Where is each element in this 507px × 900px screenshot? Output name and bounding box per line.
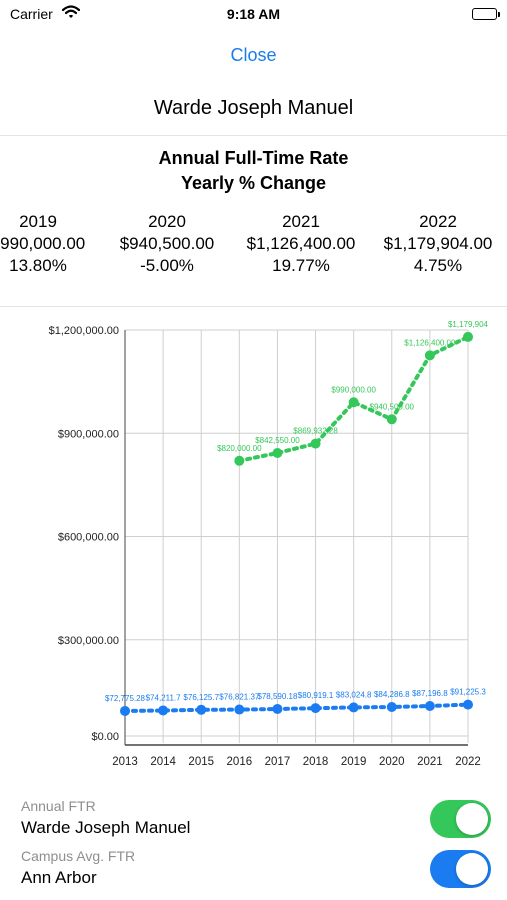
x-tick-label: 2018 — [303, 756, 329, 768]
data-label: $76,125.7 — [183, 693, 219, 702]
close-button[interactable]: Close — [0, 45, 507, 66]
data-point — [424, 700, 435, 711]
toggle-row-campus-avg-ftr: Campus Avg. FTR Ann Arbor — [21, 848, 491, 892]
summary-divider — [0, 306, 507, 307]
x-tick-label: 2014 — [150, 756, 176, 768]
annual-ftr-switch[interactable] — [430, 800, 491, 838]
status-time: 9:18 AM — [226, 6, 281, 22]
year-change: 13.80% — [9, 256, 67, 275]
data-point — [310, 438, 321, 449]
year-rate: $990,000.00 — [0, 234, 86, 253]
year-label: 2021 — [282, 212, 320, 231]
year-change: -5.00% — [140, 256, 194, 275]
year-summary-2019: 2019 $990,000.00 13.80% — [0, 211, 108, 277]
switch-knob — [456, 803, 488, 835]
data-label: $990,000.00 — [331, 385, 376, 394]
header-divider — [0, 135, 507, 136]
x-tick-label: 2021 — [417, 756, 443, 768]
x-tick-label: 2015 — [188, 756, 214, 768]
series-line-campus-avg — [123, 702, 470, 713]
y-tick-label: $300,000.00 — [58, 635, 119, 647]
data-point — [424, 350, 435, 361]
y-tick-label: $0.00 — [91, 731, 119, 743]
data-point — [463, 331, 473, 342]
x-tick-label: 2020 — [379, 756, 405, 768]
data-label: $78,590.18 — [257, 692, 298, 701]
data-point — [386, 701, 397, 712]
summary-subtitle: Yearly % Change — [180, 173, 327, 193]
year-change: 19.77% — [272, 256, 330, 275]
toggle-annual-ftr-label: Annual FTR — [21, 798, 96, 814]
year-summary-2021: 2021 $1,126,400.00 19.77% — [231, 211, 371, 277]
year-label: 2022 — [419, 212, 457, 231]
toggle-annual-ftr-value: Warde Joseph Manuel — [21, 818, 191, 837]
data-label: $869,932.28 — [293, 427, 338, 436]
data-label: $940,500.00 — [370, 402, 415, 411]
data-label: $74,211.7 — [146, 693, 182, 702]
status-bar: Carrier 9:18 AM — [0, 0, 507, 28]
data-label: $91,225.3 — [450, 688, 486, 697]
wifi-icon — [61, 5, 81, 24]
year-label: 2019 — [19, 212, 57, 231]
data-point — [234, 455, 245, 466]
data-point — [196, 704, 207, 715]
data-point — [348, 702, 359, 713]
x-tick-label: 2022 — [455, 756, 481, 768]
year-rate: $1,126,400.00 — [246, 234, 356, 253]
data-label: $84,286.8 — [374, 690, 410, 699]
data-point — [158, 705, 169, 716]
data-point — [234, 704, 245, 715]
x-tick-label: 2013 — [112, 756, 138, 768]
summary-title: Annual Full-Time Rate — [158, 148, 349, 168]
year-rate: $940,500.00 — [119, 234, 215, 253]
data-point — [310, 703, 321, 714]
data-point — [348, 397, 359, 408]
y-tick-label: $900,000.00 — [58, 428, 119, 440]
year-change: 4.75% — [413, 256, 463, 275]
campus-avg-ftr-switch[interactable] — [430, 850, 491, 888]
x-tick-label: 2019 — [341, 756, 367, 768]
data-point — [386, 414, 397, 425]
data-label: $820,000.00 — [217, 444, 262, 453]
toggle-campus-avg-label: Campus Avg. FTR — [21, 848, 136, 864]
data-label: $842,550.00 — [255, 436, 300, 445]
x-tick-label: 2017 — [265, 756, 291, 768]
x-tick-label: 2016 — [227, 756, 253, 768]
data-label: $1,126,400.00 — [404, 338, 456, 347]
data-point — [463, 699, 473, 710]
data-label: $1,179,904 — [448, 320, 489, 329]
switch-knob — [456, 853, 488, 885]
data-label: $76,821.37 — [219, 693, 260, 702]
year-rate: $1,179,904.00 — [383, 234, 493, 253]
employee-name-title: Warde Joseph Manuel — [153, 97, 354, 119]
toggle-row-annual-ftr: Annual FTR Warde Joseph Manuel — [21, 798, 491, 842]
year-summary-2022: 2022 $1,179,904.00 4.75% — [368, 211, 507, 277]
year-summary-2020: 2020 $940,500.00 -5.00% — [97, 211, 237, 277]
y-tick-label: $1,200,000.00 — [49, 325, 119, 337]
toggle-campus-avg-value: Ann Arbor — [21, 868, 97, 887]
data-label: $72,775.28 — [105, 694, 146, 703]
y-tick-label: $600,000.00 — [58, 532, 119, 544]
year-label: 2020 — [148, 212, 186, 231]
data-label: $83,024.8 — [336, 690, 372, 699]
battery-icon — [472, 8, 500, 20]
data-point — [272, 448, 283, 459]
data-point — [120, 705, 130, 716]
carrier-label: Carrier — [10, 6, 53, 22]
data-label: $87,196.8 — [412, 689, 448, 698]
data-point — [272, 703, 283, 714]
ftr-line-chart: $0.00 $300,000.00 $600,000.00 $900,000.00 $1… — [49, 320, 489, 768]
data-label: $80,919.1 — [298, 691, 334, 700]
